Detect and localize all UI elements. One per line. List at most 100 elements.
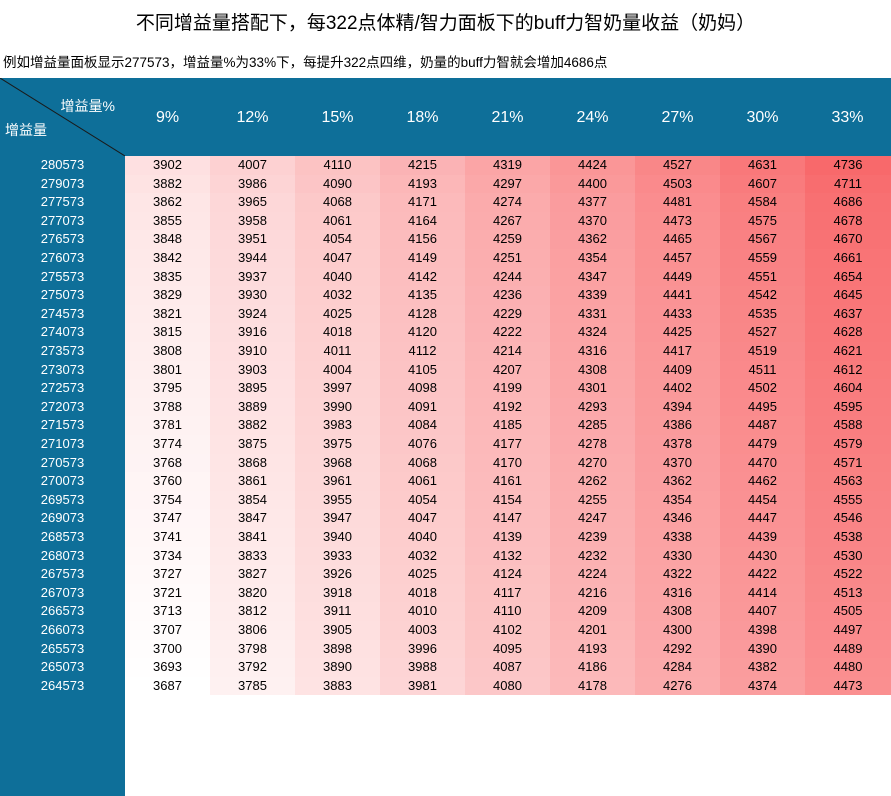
table-cell: 3944: [210, 249, 295, 268]
corner-row-label: 增益量: [5, 122, 47, 138]
table-cell: 4239: [550, 528, 635, 547]
table-cell: 4465: [635, 230, 720, 249]
table-cell: 3808: [125, 342, 210, 361]
table-cell: 4262: [550, 472, 635, 491]
table-cell: 3933: [295, 546, 380, 566]
table-cell: 4124: [465, 565, 550, 584]
table-cell: 4678: [805, 211, 891, 231]
table-cell: 3754: [125, 490, 210, 510]
table-cell: 4308: [550, 360, 635, 380]
table-cell: 3955: [295, 490, 380, 510]
table-cell: 4711: [805, 174, 891, 194]
table-cell: 4324: [550, 323, 635, 342]
table-cell: 4377: [550, 193, 635, 212]
table-cell: 4154: [465, 490, 550, 510]
table-cell: 4171: [380, 193, 465, 212]
table-cell: 4214: [465, 342, 550, 361]
table-cell: 4080: [465, 676, 550, 696]
table-cell: 4284: [635, 658, 720, 677]
table-cell: 4076: [380, 435, 465, 454]
table-cell: 3981: [380, 676, 465, 696]
row-header: 266073: [40, 622, 85, 637]
table-cell: 4232: [550, 546, 635, 566]
table-corner: 增益量% 增益量: [0, 78, 125, 156]
row-header: 264573: [40, 677, 85, 693]
table-cell: 4441: [635, 286, 720, 305]
table-cell: 4209: [550, 602, 635, 621]
table-cell: 3930: [210, 286, 295, 305]
table-cell: 4398: [720, 621, 805, 640]
table-cell: 4354: [635, 490, 720, 510]
table-cell: 4229: [465, 304, 550, 324]
table-cell: 4040: [295, 267, 380, 287]
table-cell: 4018: [380, 583, 465, 603]
table-cell: 3916: [210, 323, 295, 342]
table-cell: 4542: [720, 286, 805, 305]
table-cell: 3747: [125, 509, 210, 528]
table-cell: 4378: [635, 435, 720, 454]
table-cell: 4316: [550, 342, 635, 361]
page-subtitle: 例如增益量面板显示277573，增益量%为33%下，每提升322点四维，奶量的b…: [3, 55, 608, 70]
table-cell: 4409: [635, 360, 720, 380]
table-cell: 4300: [635, 621, 720, 640]
table-cell: 4244: [465, 267, 550, 287]
table-cell: 4061: [380, 472, 465, 491]
table-cell: 4362: [635, 472, 720, 491]
table-cell: 3861: [210, 472, 295, 491]
row-header: 277573: [40, 194, 85, 210]
table-cell: 4628: [805, 323, 891, 342]
row-header: 279073: [40, 175, 85, 191]
table-cell: 4091: [380, 397, 465, 417]
row-header: 274573: [40, 305, 85, 321]
table-cell: 4149: [380, 249, 465, 268]
table-cell: 4449: [635, 267, 720, 287]
table-cell: 4285: [550, 416, 635, 435]
table-cell: 3774: [125, 435, 210, 454]
table-cell: 4462: [720, 472, 805, 491]
table-cell: 4370: [550, 211, 635, 231]
table-cell: 4117: [465, 583, 550, 603]
row-header: 275073: [40, 287, 85, 303]
table-cell: 4631: [720, 156, 805, 175]
row-header: 276073: [40, 250, 85, 265]
table-cell: 4571: [805, 453, 891, 473]
table-cell: 4535: [720, 304, 805, 324]
table-cell: 4098: [380, 379, 465, 398]
table-cell: 3882: [210, 416, 295, 435]
table-cell: 4032: [295, 286, 380, 305]
column-header: 33%: [831, 109, 864, 126]
table-cell: 4170: [465, 453, 550, 473]
table-cell: 4215: [380, 156, 465, 175]
table-cell: 4621: [805, 342, 891, 361]
table-cell: 4346: [635, 509, 720, 528]
table-cell: 4128: [380, 304, 465, 324]
table-cell: 4193: [380, 174, 465, 194]
row-header: 274073: [40, 324, 85, 340]
column-header: 24%: [576, 109, 609, 126]
table-cell: 3910: [210, 342, 295, 361]
row-header-column: [0, 156, 125, 796]
table-cell: 4308: [635, 602, 720, 621]
table-cell: 3829: [125, 286, 210, 305]
table-cell: 4011: [295, 342, 380, 361]
table-cell: 3721: [125, 583, 210, 603]
table-cell: 3781: [125, 416, 210, 435]
column-header: 12%: [236, 109, 269, 126]
table-cell: 3768: [125, 453, 210, 473]
table-cell: 3827: [210, 565, 295, 584]
row-header: 265073: [40, 659, 85, 675]
table-cell: 3883: [295, 676, 380, 696]
table-cell: 4511: [720, 360, 805, 380]
table-cell: 4637: [805, 304, 891, 324]
table-cell: 4489: [805, 639, 891, 659]
table-cell: 3727: [125, 565, 210, 584]
table-cell: 3990: [295, 397, 380, 417]
table-cell: 4267: [465, 211, 550, 231]
table-cell: 4736: [805, 156, 891, 175]
table-cell: 4417: [635, 342, 720, 361]
table-cell: 4068: [295, 193, 380, 212]
table-cell: 4382: [720, 658, 805, 677]
table-cell: 4112: [380, 342, 465, 361]
table-cell: 3924: [210, 304, 295, 324]
table-cell: 3911: [295, 602, 380, 621]
